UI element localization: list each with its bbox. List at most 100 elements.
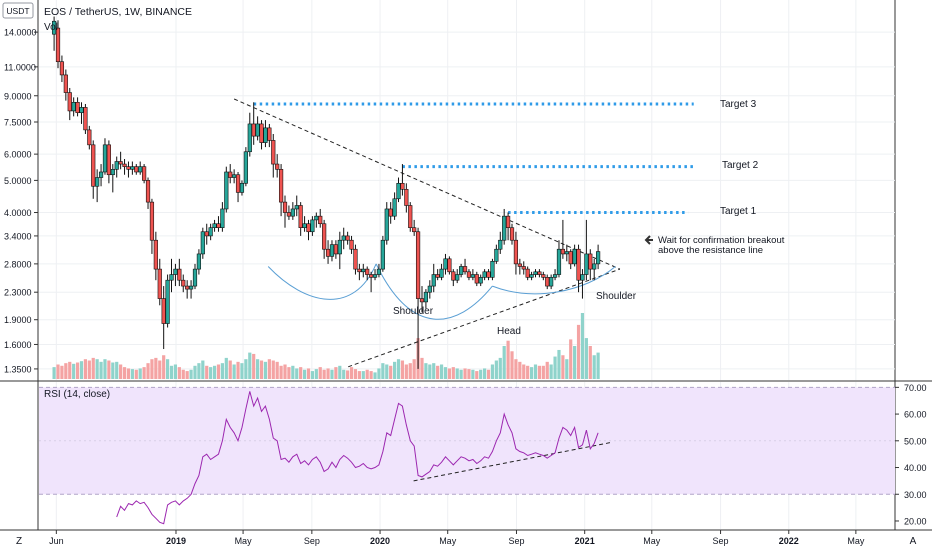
- rsi-label[interactable]: RSI (14, close): [44, 389, 110, 400]
- volume-bar: [146, 363, 150, 379]
- volume-bar: [130, 369, 134, 379]
- candle-body: [290, 208, 295, 217]
- volume-bar: [588, 346, 592, 379]
- candle-body: [79, 107, 84, 114]
- candle-body: [55, 27, 61, 63]
- volume-bar: [248, 352, 252, 379]
- candle-body: [408, 205, 413, 228]
- volume-bar: [545, 361, 549, 379]
- volume-bar: [529, 367, 534, 379]
- volume-bar: [502, 346, 506, 379]
- volume-bar: [138, 368, 142, 379]
- candle-body: [537, 271, 542, 275]
- candle-body: [560, 248, 565, 255]
- volume-bar: [275, 361, 279, 379]
- volume-bar: [162, 355, 166, 379]
- volume-bar: [91, 357, 95, 379]
- candle-body: [212, 223, 217, 228]
- arrow-left-icon: [644, 235, 653, 245]
- volume-bar: [119, 364, 123, 379]
- candle-body: [59, 61, 65, 76]
- volume-bar: [338, 365, 342, 379]
- volume-bar: [596, 352, 600, 379]
- candle-body: [118, 161, 123, 165]
- volume-bar: [576, 324, 581, 379]
- volume-bar: [299, 367, 303, 379]
- candle-body: [396, 182, 401, 200]
- volume-bar: [103, 359, 107, 379]
- a-button[interactable]: A: [910, 536, 917, 547]
- rsi-trend-line: [413, 441, 613, 482]
- candles: [51, 16, 601, 369]
- time-axis[interactable]: Jun 2019 May Sep 2020 May Sep 2021 May Sep 2022 May: [49, 530, 865, 546]
- candle-body: [333, 244, 338, 255]
- volume-bar: [60, 365, 64, 379]
- price-axis[interactable]: 14.0000 11.0000 9.0000 7.5000 6.0000 5.0000 4.…: [4, 28, 38, 375]
- volume-bar: [232, 364, 236, 379]
- symbol-title[interactable]: EOS / TetherUS, 1W, BINANCE: [44, 6, 192, 18]
- currency-badge[interactable]: [2, 2, 34, 19]
- candle-body: [173, 268, 178, 275]
- volume-bar: [228, 360, 232, 379]
- volume-bar: [314, 369, 318, 379]
- volume-bar: [443, 367, 448, 379]
- volume-bar: [475, 371, 479, 379]
- price-tick-label: 2.3000: [4, 288, 32, 298]
- candle-body: [427, 285, 432, 293]
- volume-bar: [295, 368, 299, 379]
- volume-bar: [342, 369, 346, 379]
- candle-body: [67, 92, 72, 112]
- rsi-tick-label: 60.00: [904, 410, 927, 420]
- volume-bar: [126, 368, 131, 379]
- volume-bar: [318, 367, 322, 379]
- candle-body: [243, 151, 248, 184]
- volume-bar: [385, 364, 389, 379]
- volume-bars: [52, 313, 600, 379]
- candle-body: [122, 163, 127, 167]
- volume-bar: [150, 359, 154, 379]
- volume-bar: [424, 363, 428, 379]
- candle-body: [505, 215, 511, 228]
- candle-body: [349, 239, 354, 250]
- candle-body: [228, 171, 233, 178]
- candle-body: [459, 266, 464, 275]
- volume-bar: [279, 365, 283, 379]
- volume-bar: [346, 370, 350, 379]
- vol-label[interactable]: Vol: [44, 22, 58, 33]
- time-tick-label: Sep: [713, 536, 729, 546]
- rsi-band-lines: [39, 386, 895, 495]
- volume-bar: [537, 365, 542, 379]
- candle-body: [365, 268, 370, 275]
- volume-bar: [436, 365, 440, 379]
- candle-body: [337, 239, 342, 255]
- target2-label: Target 2: [722, 160, 759, 171]
- time-tick-label: 2019: [166, 536, 186, 546]
- candle-body: [329, 244, 335, 257]
- time-tick-label: May: [439, 536, 457, 546]
- z-button[interactable]: Z: [16, 536, 22, 547]
- candle-body: [161, 298, 166, 324]
- volume-bar: [490, 364, 495, 379]
- volume-bar: [306, 368, 311, 379]
- left-shoulder-label: Shoulder: [393, 306, 434, 317]
- volume-bar: [533, 364, 538, 379]
- volume-bar: [408, 363, 412, 379]
- rsi-band: [39, 387, 895, 495]
- candle-body: [91, 144, 96, 187]
- candle-body: [255, 123, 260, 137]
- volume-bar: [201, 360, 205, 379]
- candle-body: [200, 231, 205, 255]
- volume-bar: [463, 368, 467, 379]
- volume-bar: [506, 340, 510, 379]
- volume-bar: [365, 369, 369, 379]
- volume-bar: [56, 364, 60, 379]
- resistance-line: [233, 98, 621, 270]
- candle-body: [572, 248, 577, 265]
- candle-body: [486, 271, 491, 278]
- candle-body: [588, 253, 593, 270]
- volume-bar: [549, 364, 553, 379]
- rsi-axis[interactable]: 70.00 60.00 50.00 40.00 30.00 20.00: [895, 383, 927, 527]
- candle-body: [412, 227, 417, 233]
- price-tick-label: 5.0000: [4, 176, 32, 186]
